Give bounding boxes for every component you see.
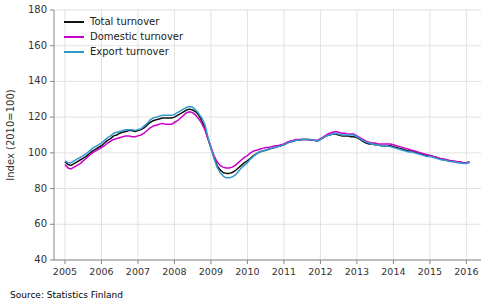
- x-tick-label: 2014: [381, 266, 405, 277]
- x-tick-label: 2010: [235, 266, 259, 277]
- y-axis-line: [54, 10, 55, 260]
- y-tick: [50, 117, 54, 118]
- y-grid-line: [54, 188, 481, 189]
- y-tick: [50, 224, 54, 225]
- y-axis-label: Index (2010=100): [5, 89, 16, 181]
- y-tick-label: 80: [34, 183, 47, 194]
- x-tick-label: 2013: [345, 266, 369, 277]
- source-note: Source: Statistics Finland: [10, 290, 123, 300]
- legend: Total turnover Domestic turnover Export tu…: [64, 16, 184, 57]
- x-grid-line: [247, 10, 248, 260]
- y-tick-label: 120: [28, 111, 47, 122]
- y-tick-label: 160: [28, 40, 47, 51]
- x-tick: [64, 260, 65, 264]
- x-tick-label: 2009: [199, 266, 223, 277]
- legend-label: Total turnover: [89, 16, 160, 27]
- x-axis-line: [54, 260, 481, 261]
- x-tick: [101, 260, 102, 264]
- x-tick: [356, 260, 357, 264]
- y-tick: [50, 152, 54, 153]
- chart: 4060801001201401601802005200620072008200…: [0, 0, 493, 304]
- y-grid-line: [54, 81, 481, 82]
- x-tick-label: 2005: [53, 266, 77, 277]
- x-tick: [320, 260, 321, 264]
- y-axis: 40 60 80 100 120 140 160 180: [28, 4, 54, 265]
- series-line: [65, 109, 469, 173]
- x-tick-label: 2008: [162, 266, 186, 277]
- grid: [54, 10, 481, 260]
- y-tick: [50, 260, 54, 261]
- y-tick-label: 180: [28, 4, 47, 15]
- y-grid-line: [54, 224, 481, 225]
- x-grid-line: [466, 10, 467, 260]
- y-grid-line: [54, 260, 481, 261]
- legend-swatch: [64, 51, 84, 53]
- y-grid-line: [54, 117, 481, 118]
- y-tick-label: 140: [28, 75, 47, 86]
- series-line: [65, 106, 469, 177]
- x-grid-line: [64, 10, 65, 260]
- x-tick-label: 2007: [126, 266, 150, 277]
- x-tick: [137, 260, 138, 264]
- y-tick: [50, 81, 54, 82]
- x-grid-line: [283, 10, 284, 260]
- legend-label: Domestic turnover: [90, 31, 184, 42]
- x-tick: [210, 260, 211, 264]
- y-tick: [50, 45, 54, 46]
- y-tick: [50, 188, 54, 189]
- lines: [65, 106, 469, 177]
- x-tick: [174, 260, 175, 264]
- x-tick: [429, 260, 430, 264]
- x-grid-line: [393, 10, 394, 260]
- y-tick-label: 40: [34, 254, 47, 265]
- y-tick-label: 60: [34, 218, 47, 229]
- x-grid-line: [429, 10, 430, 260]
- series-line: [65, 112, 469, 169]
- y-grid-line: [54, 10, 481, 11]
- y-tick-label: 100: [28, 147, 47, 158]
- x-axis: 2005 2006 2007 2008 2009 2010 2011 2012 2013 2014…: [53, 260, 479, 277]
- x-tick-label: 2012: [308, 266, 332, 277]
- x-tick: [393, 260, 394, 264]
- y-tick: [50, 10, 54, 11]
- x-tick: [466, 260, 467, 264]
- x-tick-label: 2011: [272, 266, 296, 277]
- x-tick: [283, 260, 284, 264]
- x-grid-line: [320, 10, 321, 260]
- legend-swatch: [64, 36, 84, 38]
- x-grid-line: [210, 10, 211, 260]
- legend-label: Export turnover: [90, 46, 170, 57]
- legend-swatch: [64, 21, 84, 23]
- x-tick-label: 2016: [454, 266, 478, 277]
- x-grid-line: [174, 10, 175, 260]
- x-tick-label: 2015: [418, 266, 442, 277]
- x-tick-label: 2006: [89, 266, 113, 277]
- x-tick: [247, 260, 248, 264]
